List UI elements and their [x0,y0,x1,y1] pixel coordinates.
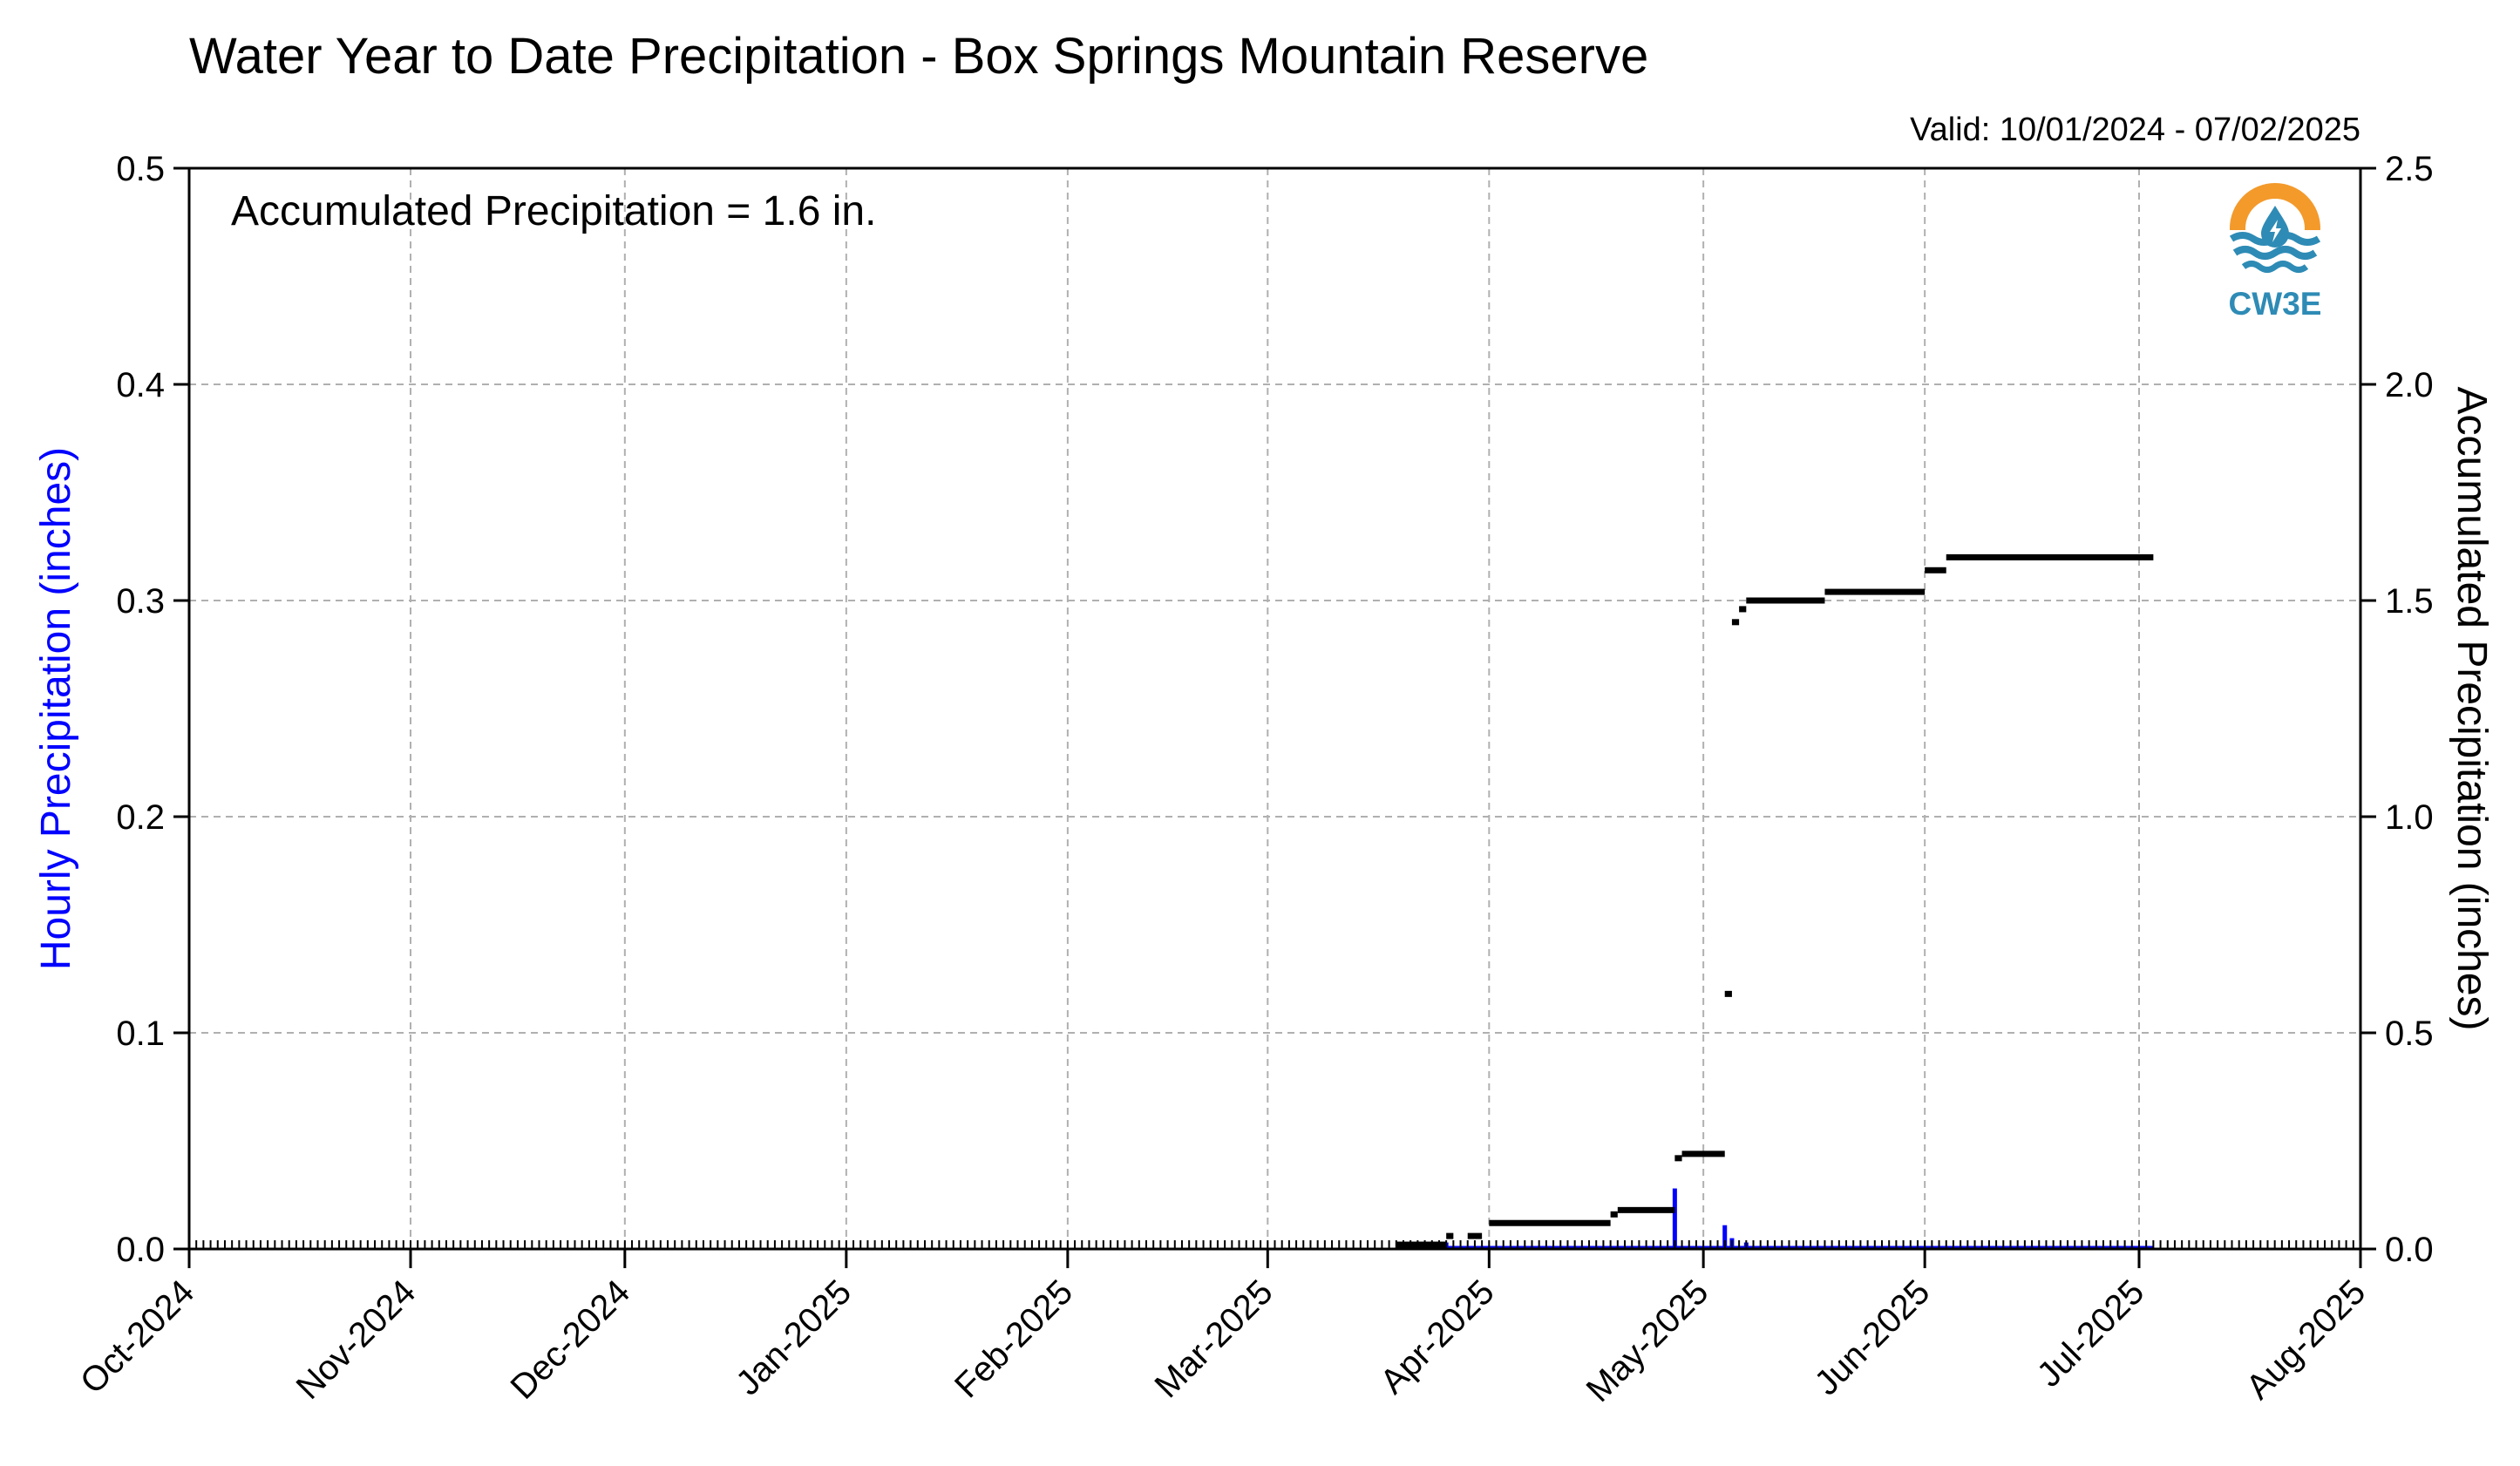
cw3e-logo: CW3E [2229,183,2322,322]
accumulated-marker-run [1674,1155,1682,1162]
accumulated-marker-run [1731,619,1740,626]
hourly-series [1396,1188,2154,1249]
accumulated-marker-run [1724,990,1732,997]
x-tick-label: Aug-2025 [2239,1273,2374,1407]
accumulated-marker-run [1617,1206,1675,1213]
y-right-tick-label: 2.0 [2385,366,2434,404]
accumulated-marker-run [1681,1150,1725,1157]
plot-frame [187,166,2362,1251]
accumulated-series [1396,553,2154,1248]
logo-wave-3 [2241,261,2309,273]
x-tick-label: May-2025 [1579,1273,1716,1409]
x-tick-label: Jan-2025 [729,1273,859,1402]
y-right-tick-label: 2.5 [2385,150,2434,188]
x-tick-label: Oct-2024 [73,1273,201,1401]
y-left-tick-label: 0.2 [116,798,165,837]
y-left-tick-label: 0.3 [116,582,165,621]
x-tick-label: Feb-2025 [948,1273,1080,1405]
logo-text: CW3E [2229,286,2322,322]
y-axis-right-label: Accumulated Precipitation (inches) [2449,386,2495,1030]
accumulated-marker-run [1925,567,1946,574]
y-axis-right: 0.0 0.5 1.0 1.5 2.0 2.5 [2360,150,2434,1269]
x-tick-label: Jun-2025 [1807,1273,1937,1402]
accumulated-marker-run [1446,1232,1454,1239]
accumulated-marker-run [1610,1211,1618,1218]
y-right-tick-label: 0.5 [2385,1015,2434,1053]
x-tick-label: Jul-2025 [2030,1273,2152,1395]
chart-title: Water Year to Date Precipitation - Box S… [189,28,1648,85]
hourly-bar [1672,1188,1677,1249]
y-right-tick-label: 1.0 [2385,798,2434,837]
valid-period: Valid: 10/01/2024 - 07/02/2025 [1910,112,2360,148]
y-left-tick-label: 0.5 [116,150,165,188]
accumulated-marker-run [1746,597,1825,604]
accumulated-marker-run [1739,606,1747,613]
y-left-tick-label: 0.4 [116,366,165,404]
accumulated-marker-run [1946,553,2154,560]
accumulated-marker-run [1396,1241,1447,1248]
x-tick-label: Dec-2024 [503,1273,637,1407]
x-tick-label: Apr-2025 [1373,1273,1501,1401]
accumulated-marker-run [1489,1219,1611,1226]
x-axis: Oct-2024 Nov-2024 Dec-2024 Jan-2025 Feb-2025… [73,1249,2373,1409]
accumulated-marker-run [1824,588,1926,595]
y-axis-left: 0.0 0.1 0.2 0.3 0.4 0.5 [116,150,189,1269]
y-right-tick-label: 1.5 [2385,582,2434,621]
accumulated-marker-run [1467,1232,1483,1239]
lightning-icon [2270,220,2281,242]
x-minor-ticks [188,1240,2361,1249]
x-tick-label: Nov-2024 [289,1273,424,1407]
y-left-tick-label: 0.1 [116,1015,165,1053]
y-axis-left-label: Hourly Precipitation (inches) [33,447,79,970]
grid-lines [188,167,2361,1250]
logo-wave-2 [2232,246,2318,260]
hourly-bar [1722,1225,1728,1249]
accumulated-total-annotation: Accumulated Precipitation = 1.6 in. [231,188,876,234]
x-tick-label: Mar-2025 [1147,1273,1280,1405]
y-left-tick-label: 0.0 [116,1231,165,1269]
y-right-tick-label: 0.0 [2385,1231,2434,1269]
